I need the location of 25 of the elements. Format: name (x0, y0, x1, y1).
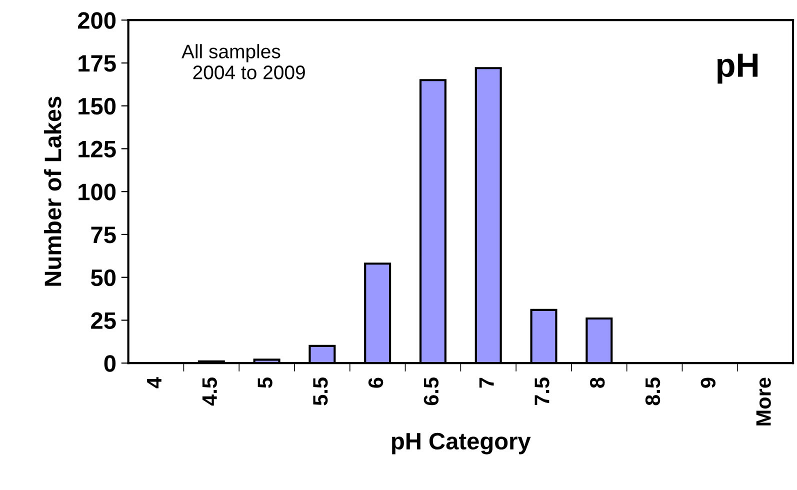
x-tick-label: 4 (147, 377, 162, 388)
x-tick-label: 4.5 (202, 378, 217, 406)
x-tick-label: 9 (700, 378, 716, 388)
annotation: All samples 2004 to 2009 (182, 44, 305, 80)
annotation: pH (718, 54, 758, 84)
y-tick-label: 125 (78, 140, 116, 158)
y-tick-label: 25 (91, 312, 116, 330)
y-tick-label: 200 (78, 12, 116, 29)
y-tick-label: 100 (78, 184, 116, 200)
y-tick-label: 150 (78, 98, 116, 115)
x-tick-label: 8.5 (645, 378, 660, 406)
y-tick-label: 175 (78, 55, 116, 72)
y-tick-label: 75 (91, 226, 116, 244)
x-tick-label: 6.5 (424, 378, 439, 406)
y-tick-label: 50 (90, 269, 116, 286)
x-axis-title: pH Category (392, 432, 531, 454)
x-tick-label: 6 (368, 378, 384, 388)
y-axis-title: Number of Lakes (44, 96, 62, 286)
x-tick-label: 7 (479, 378, 494, 388)
x-tick-label: More (756, 378, 771, 426)
x-tick-label: 8 (590, 378, 605, 388)
x-tick-label: 5.5 (313, 378, 328, 406)
x-tick-label: 7.5 (534, 378, 550, 406)
y-tick-label: 0 (104, 355, 116, 372)
x-tick-label: 5 (258, 378, 272, 388)
